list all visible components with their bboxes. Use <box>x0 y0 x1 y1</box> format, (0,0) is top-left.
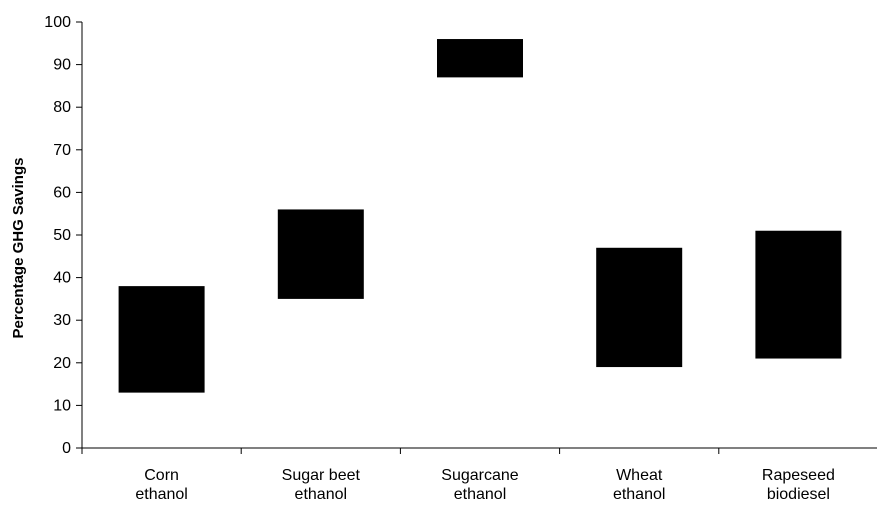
y-axis-title: Percentage GHG Savings <box>10 158 27 339</box>
x-category-label: Wheat ethanol <box>613 467 666 503</box>
range-bar <box>437 39 523 78</box>
y-tick-label: 50 <box>53 227 71 244</box>
y-tick-label: 70 <box>53 142 71 159</box>
x-category-label: Sugarcane ethanol <box>441 467 518 503</box>
y-tick-label: 60 <box>53 184 71 201</box>
y-ticks: 0 10 20 30 40 50 60 70 80 90 100 <box>44 14 82 457</box>
range-bar <box>118 286 205 393</box>
y-tick-label: 90 <box>53 57 71 74</box>
y-tick-label: 20 <box>53 355 71 372</box>
range-bar <box>277 209 364 299</box>
y-tick-label: 0 <box>62 440 71 457</box>
x-category-label: Rapeseed biodiesel <box>762 467 835 503</box>
y-tick-label: 30 <box>53 312 71 329</box>
y-tick-label: 10 <box>53 397 71 414</box>
bars <box>118 39 842 393</box>
x-tick-labels: Corn ethanol Sugar beet ethanol Sugarcane eth… <box>135 467 835 503</box>
y-tick-label: 40 <box>53 270 71 287</box>
y-tick-label: 80 <box>53 99 71 116</box>
y-tick-label: 100 <box>44 14 71 31</box>
x-category-label: Sugar beet ethanol <box>282 467 361 503</box>
x-category-label: Corn ethanol <box>135 467 188 503</box>
y-axis-title-group: Percentage GHG Savings <box>10 158 27 339</box>
range-bar <box>755 230 842 359</box>
range-bar <box>596 247 683 368</box>
